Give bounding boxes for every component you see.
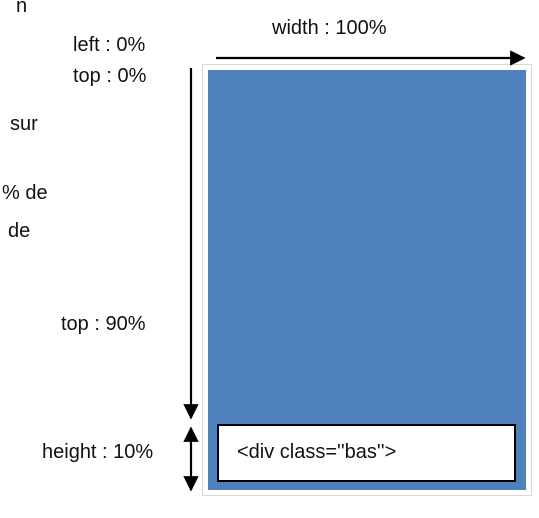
dimension-arrows	[0, 0, 539, 518]
